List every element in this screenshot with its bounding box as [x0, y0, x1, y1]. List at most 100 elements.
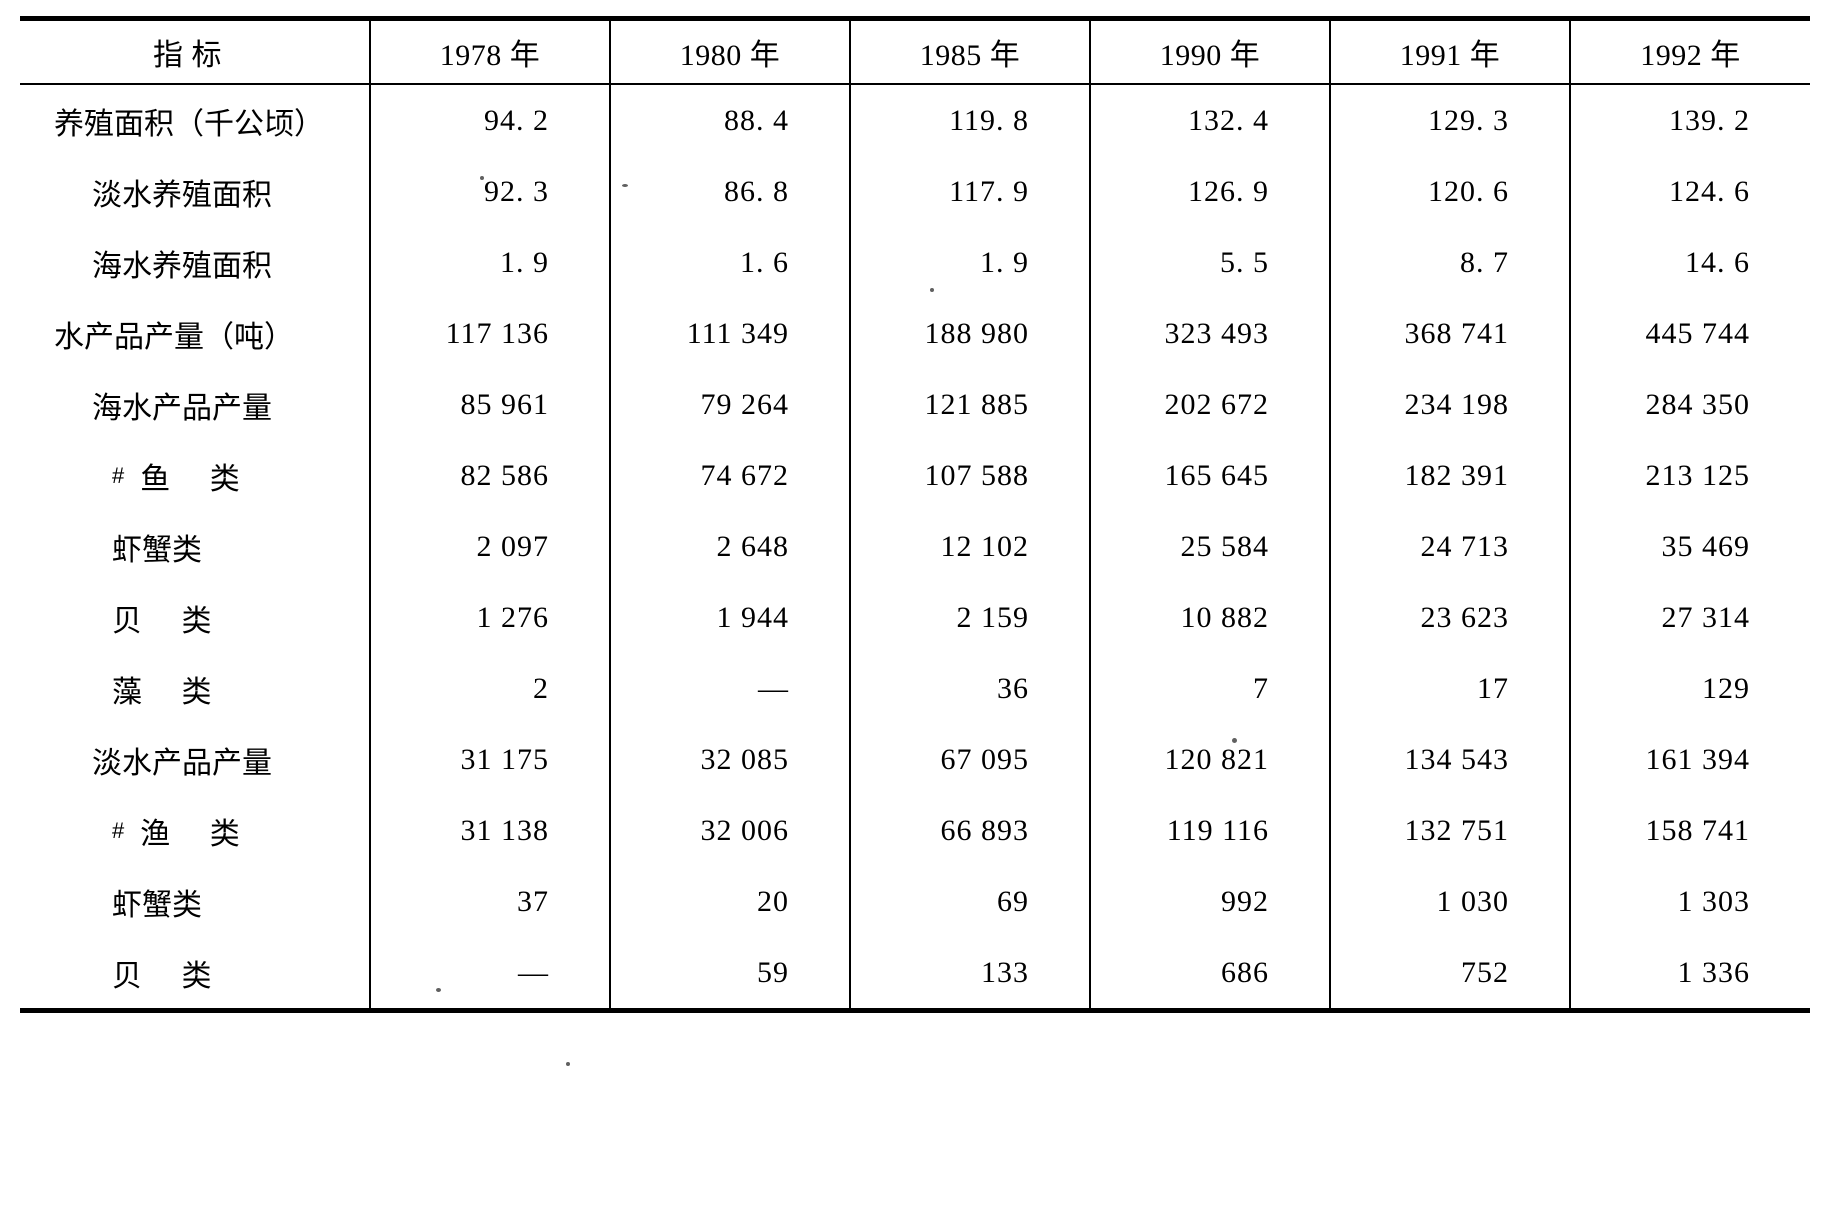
table-cell: 12 102 — [849, 511, 1090, 582]
row-label-text: 藻 类 — [112, 675, 228, 709]
table-cell: 323 493 — [1089, 298, 1330, 369]
table-cell: — — [369, 937, 610, 1013]
table-cell: 24 713 — [1329, 511, 1570, 582]
table-cell: 368 741 — [1329, 298, 1570, 369]
table-cell: 69 — [849, 866, 1090, 937]
table-cell: 2 097 — [369, 511, 610, 582]
table-cell: 120 821 — [1089, 724, 1330, 795]
row-label: 养殖面积（千公顷） — [20, 84, 370, 156]
column-header-1991: 1991 年 — [1329, 16, 1570, 85]
table-cell: 117 136 — [369, 298, 610, 369]
table-cell: 119. 8 — [849, 84, 1090, 156]
table-cell: 202 672 — [1089, 369, 1330, 440]
table-cell: 94. 2 — [369, 84, 610, 156]
table-cell: 27 314 — [1569, 582, 1810, 653]
column-header-1990: 1990 年 — [1089, 16, 1330, 85]
table-row: # 渔 类 31 138 32 006 66 893 119 116 132 751 158 … — [20, 795, 1810, 866]
table-cell: 36 — [849, 653, 1090, 724]
row-label: 虾蟹类 — [20, 866, 370, 937]
table-cell: 92. 3 — [369, 156, 610, 227]
row-label-text: 淡水产品产量 — [92, 746, 272, 780]
table-row: 贝 类 —59 133 686 752 1 336 — [20, 937, 1810, 1013]
table-cell: 992 — [1089, 866, 1330, 937]
row-label: 贝 类 — [20, 937, 370, 1013]
row-label-text: 渔 类 — [140, 817, 256, 851]
table-row: 虾蟹类 2 097 2 648 12 102 25 584 24 713 35 469 — [20, 511, 1810, 582]
row-label-text: 海水产品产量 — [92, 391, 272, 425]
table-cell: 107 588 — [849, 440, 1090, 511]
table-body: 养殖面积（千公顷） 94. 2 88. 4 119. 8 132. 4 129. 3 139… — [20, 84, 1810, 1013]
table-cell: 120. 6 — [1329, 156, 1570, 227]
hash-marker-icon: # — [112, 462, 125, 488]
table-cell: 7 — [1089, 653, 1330, 724]
table-cell: 161 394 — [1569, 724, 1810, 795]
table-cell: 182 391 — [1329, 440, 1570, 511]
table-cell: 1. 9 — [369, 227, 610, 298]
table-cell: 134 543 — [1329, 724, 1570, 795]
table-cell: 59 — [609, 937, 850, 1013]
table-cell: 74 672 — [609, 440, 850, 511]
table-cell: 165 645 — [1089, 440, 1330, 511]
table-row: 藻 类 2—36 7 17 129 — [20, 653, 1810, 724]
scan-speck — [436, 988, 441, 992]
table-cell: 133 — [849, 937, 1090, 1013]
table-cell: 139. 2 — [1569, 84, 1810, 156]
table-cell: 85 961 — [369, 369, 610, 440]
fishery-statistics-table: 指 标 1978 年 1980 年 1985 年 1990 年 1991 年 1… — [20, 16, 1810, 1013]
table-cell: 86. 8 — [609, 156, 850, 227]
table-row: 淡水养殖面积 92. 3 86. 8 117. 9 126. 9 120. 6 124. 6 — [20, 156, 1810, 227]
table-cell: 5. 5 — [1089, 227, 1330, 298]
table-cell: 188 980 — [849, 298, 1090, 369]
scan-speck — [566, 1062, 570, 1066]
table-cell: 20 — [609, 866, 850, 937]
table-cell: 8. 7 — [1329, 227, 1570, 298]
table-cell: 158 741 — [1569, 795, 1810, 866]
table-cell: 32 006 — [609, 795, 850, 866]
scan-speck — [930, 288, 934, 292]
table-cell: 129 — [1569, 653, 1810, 724]
row-label-text: 鱼 类 — [140, 462, 256, 496]
row-label-text: 贝 类 — [112, 959, 228, 993]
table-row: 贝 类 1 276 1 944 2 159 10 882 23 623 27 314 — [20, 582, 1810, 653]
row-label: 淡水养殖面积 — [20, 156, 370, 227]
column-header-1985: 1985 年 — [849, 16, 1090, 85]
row-label: 淡水产品产量 — [20, 724, 370, 795]
table-cell: 2 — [369, 653, 610, 724]
table-cell: 117. 9 — [849, 156, 1090, 227]
table-cell: 23 623 — [1329, 582, 1570, 653]
hash-marker-icon: # — [112, 817, 125, 843]
table-cell: 1 030 — [1329, 866, 1570, 937]
table-cell: 126. 9 — [1089, 156, 1330, 227]
table-cell: 10 882 — [1089, 582, 1330, 653]
row-label-text: 水产品产量（吨） — [54, 320, 294, 354]
table-cell: 284 350 — [1569, 369, 1810, 440]
row-label-text: 贝 类 — [112, 604, 228, 638]
table-cell: 119 116 — [1089, 795, 1330, 866]
table-row: # 鱼 类 82 586 74 672 107 588 165 645 182 391 213… — [20, 440, 1810, 511]
column-header-indicator: 指 标 — [20, 16, 370, 85]
table-cell: 14. 6 — [1569, 227, 1810, 298]
table-cell: 82 586 — [369, 440, 610, 511]
table-cell: 2 648 — [609, 511, 850, 582]
table-cell: 213 125 — [1569, 440, 1810, 511]
table-cell: 1 303 — [1569, 866, 1810, 937]
row-label-text: 虾蟹类 — [112, 888, 202, 922]
table-cell: 88. 4 — [609, 84, 850, 156]
table-header: 指 标 1978 年 1980 年 1985 年 1990 年 1991 年 1… — [20, 16, 1810, 85]
table-cell: 17 — [1329, 653, 1570, 724]
table-cell: 79 264 — [609, 369, 850, 440]
table-cell: 445 744 — [1569, 298, 1810, 369]
table-cell: 31 175 — [369, 724, 610, 795]
table-cell: 234 198 — [1329, 369, 1570, 440]
table-cell: 1. 6 — [609, 227, 850, 298]
row-label: 藻 类 — [20, 653, 370, 724]
row-label-text: 淡水养殖面积 — [92, 178, 272, 212]
table-cell: 686 — [1089, 937, 1330, 1013]
table-cell: 1 336 — [1569, 937, 1810, 1013]
table-cell: 35 469 — [1569, 511, 1810, 582]
table-sheet: 指 标 1978 年 1980 年 1985 年 1990 年 1991 年 1… — [0, 16, 1830, 1226]
row-label: 水产品产量（吨） — [20, 298, 370, 369]
row-label: 虾蟹类 — [20, 511, 370, 582]
table-row: 虾蟹类 37 20 69 992 1 030 1 303 — [20, 866, 1810, 937]
row-label-text: 虾蟹类 — [112, 533, 202, 567]
